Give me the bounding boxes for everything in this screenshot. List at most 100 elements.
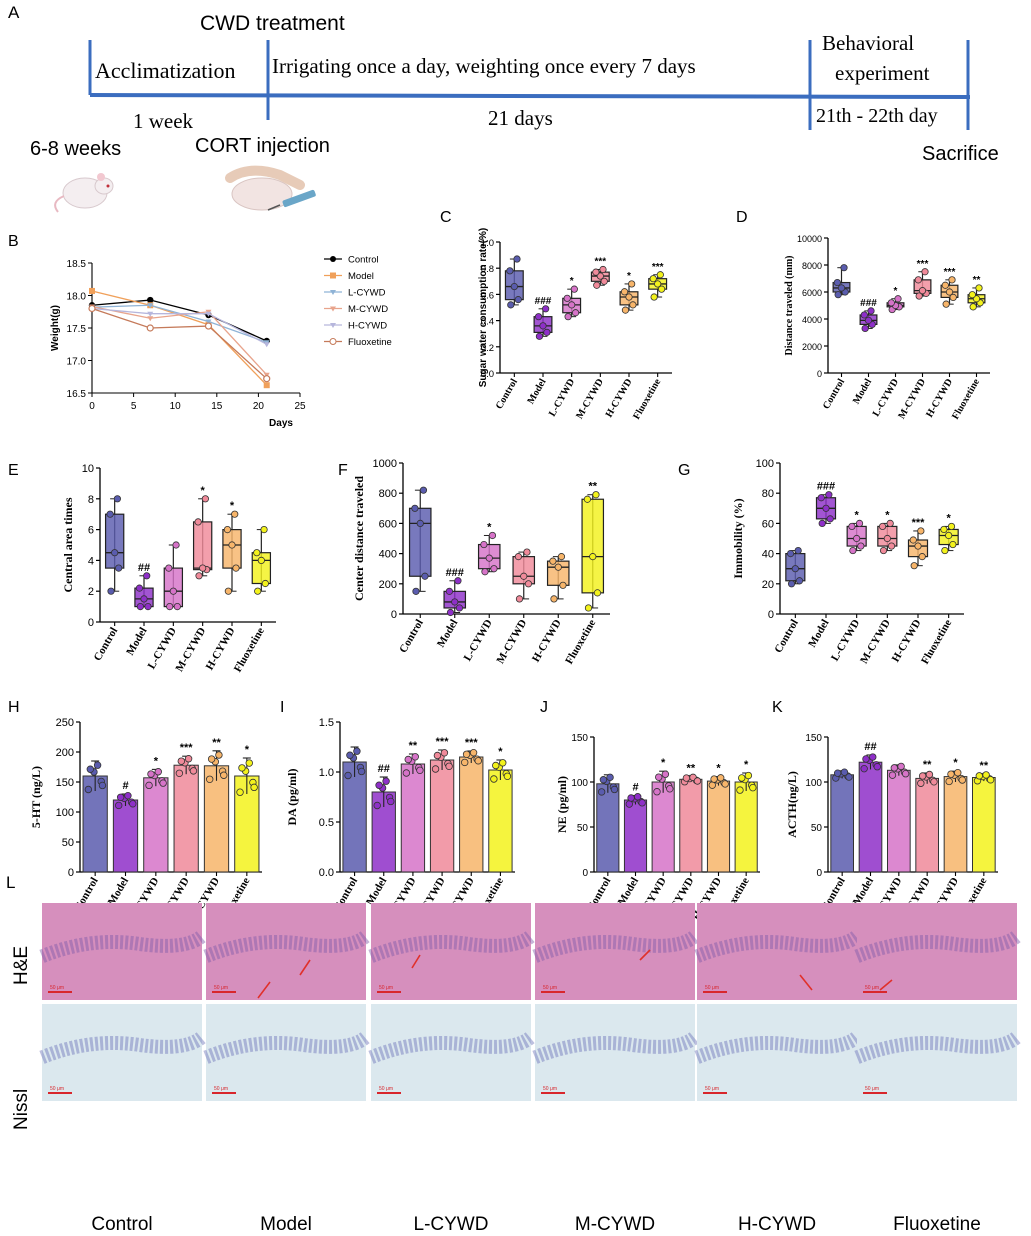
significance-label: ## — [378, 763, 390, 775]
data-point — [147, 316, 154, 322]
data-point — [634, 793, 642, 801]
data-point — [514, 296, 522, 304]
data-point — [621, 306, 630, 314]
y-tick-label: 2000 — [802, 342, 822, 352]
x-category-label: Fluoxetine — [232, 625, 267, 674]
data-point — [596, 272, 604, 280]
data-point — [147, 303, 154, 309]
data-point — [879, 546, 888, 555]
significance-label: * — [487, 521, 492, 533]
cell-layer — [854, 1031, 1022, 1064]
y-tick-label: 50 — [577, 823, 589, 834]
data-point — [461, 758, 469, 767]
panel-letter-c: C — [440, 209, 452, 226]
cell-layer — [694, 930, 862, 963]
data-point — [111, 549, 119, 557]
cell-layer — [854, 930, 1022, 963]
y-tick-label: 50 — [811, 823, 823, 834]
data-point — [861, 324, 869, 333]
data-point — [597, 788, 606, 796]
data-point — [172, 541, 180, 549]
data-point — [228, 541, 236, 549]
histology-grid: 50 μm 50 μm 50 μm 50 μm 50 μm 50 μm 50 μm 50 μm… — [39, 903, 1022, 1235]
bar-fluoxetine — [488, 759, 513, 873]
cell-layer — [368, 1031, 536, 1064]
da-bar-chart: 0.00.51.01.5DA (pg/ml) ##** *** ****Control… — [285, 717, 515, 924]
data-point — [878, 522, 887, 531]
data-point — [888, 771, 897, 779]
data-point — [199, 564, 207, 572]
data-point — [864, 316, 873, 324]
x-category-label: Fluoxetine — [631, 377, 663, 422]
bar-fluoxetine — [734, 771, 758, 873]
significance-label: * — [154, 755, 159, 767]
x-category-label: H-CYWD — [530, 617, 564, 664]
box-m-cywd — [877, 519, 898, 555]
significance-label: ** — [409, 740, 418, 752]
arrow-marker — [411, 954, 421, 969]
data-point — [205, 311, 212, 317]
y-axis-label: Sugar water consumption rate(%) — [478, 228, 489, 387]
bar — [830, 774, 854, 873]
nissl-image-fluoxetine: 50 μm — [854, 1004, 1022, 1101]
data-point — [238, 764, 246, 772]
data-point — [822, 504, 830, 512]
scale-bar-label: 50 μm — [50, 985, 64, 991]
data-point — [145, 781, 153, 790]
data-point — [941, 546, 949, 555]
box-m-cywd — [192, 495, 213, 580]
legend-marker — [330, 272, 336, 279]
x-tick-label: 25 — [294, 401, 306, 412]
data-point — [589, 553, 597, 561]
x-category-label: Model — [435, 618, 460, 650]
data-point — [263, 382, 270, 389]
x-category-label: Fluoxetine — [563, 617, 598, 666]
data-point — [867, 307, 875, 315]
acclimatization-label: Acclimatization — [95, 58, 236, 83]
data-point — [901, 770, 910, 778]
x-category-label: Model — [616, 876, 641, 908]
data-point — [915, 292, 923, 300]
data-point — [490, 775, 498, 783]
data-point — [918, 553, 926, 561]
tissue-background — [697, 903, 857, 1000]
data-point — [840, 264, 848, 272]
data-point — [969, 303, 977, 311]
y-tick-label: 0.8 — [481, 264, 494, 275]
data-point — [445, 587, 454, 595]
data-point — [177, 757, 186, 765]
x-category-label: H-CYWD — [924, 377, 955, 420]
bar — [972, 777, 996, 873]
data-point — [462, 750, 471, 758]
data-point — [710, 775, 718, 783]
data-point — [557, 553, 566, 561]
significance-label: *** — [436, 736, 450, 748]
data-point — [499, 759, 507, 767]
data-point — [620, 288, 629, 296]
data-point — [833, 769, 842, 777]
data-point — [263, 375, 271, 383]
panel-letter-e: E — [8, 462, 19, 479]
x-category-label: Control — [494, 377, 520, 411]
bar — [143, 777, 169, 873]
x-category-label: M-CYWD — [858, 617, 893, 665]
center-distance-box-chart: 0 200 400 600 800 1000 Center distance travele… — [352, 458, 610, 666]
data-point — [207, 755, 216, 763]
significance-label: ### — [446, 567, 464, 579]
data-point — [914, 276, 922, 284]
data-point — [416, 519, 424, 528]
bar-h-cywd — [459, 748, 484, 873]
data-point — [860, 764, 868, 773]
y-axis-label: Weight(g) — [50, 305, 61, 351]
data-point — [592, 491, 600, 499]
data-point — [570, 285, 578, 293]
data-point — [817, 494, 825, 502]
y-tick-label: 100 — [56, 807, 74, 819]
data-point — [897, 762, 905, 771]
data-point — [402, 769, 411, 777]
data-point — [116, 793, 125, 801]
x-category-label: Model — [851, 377, 874, 406]
panel-letter-g: G — [678, 462, 690, 479]
data-point — [628, 280, 636, 288]
